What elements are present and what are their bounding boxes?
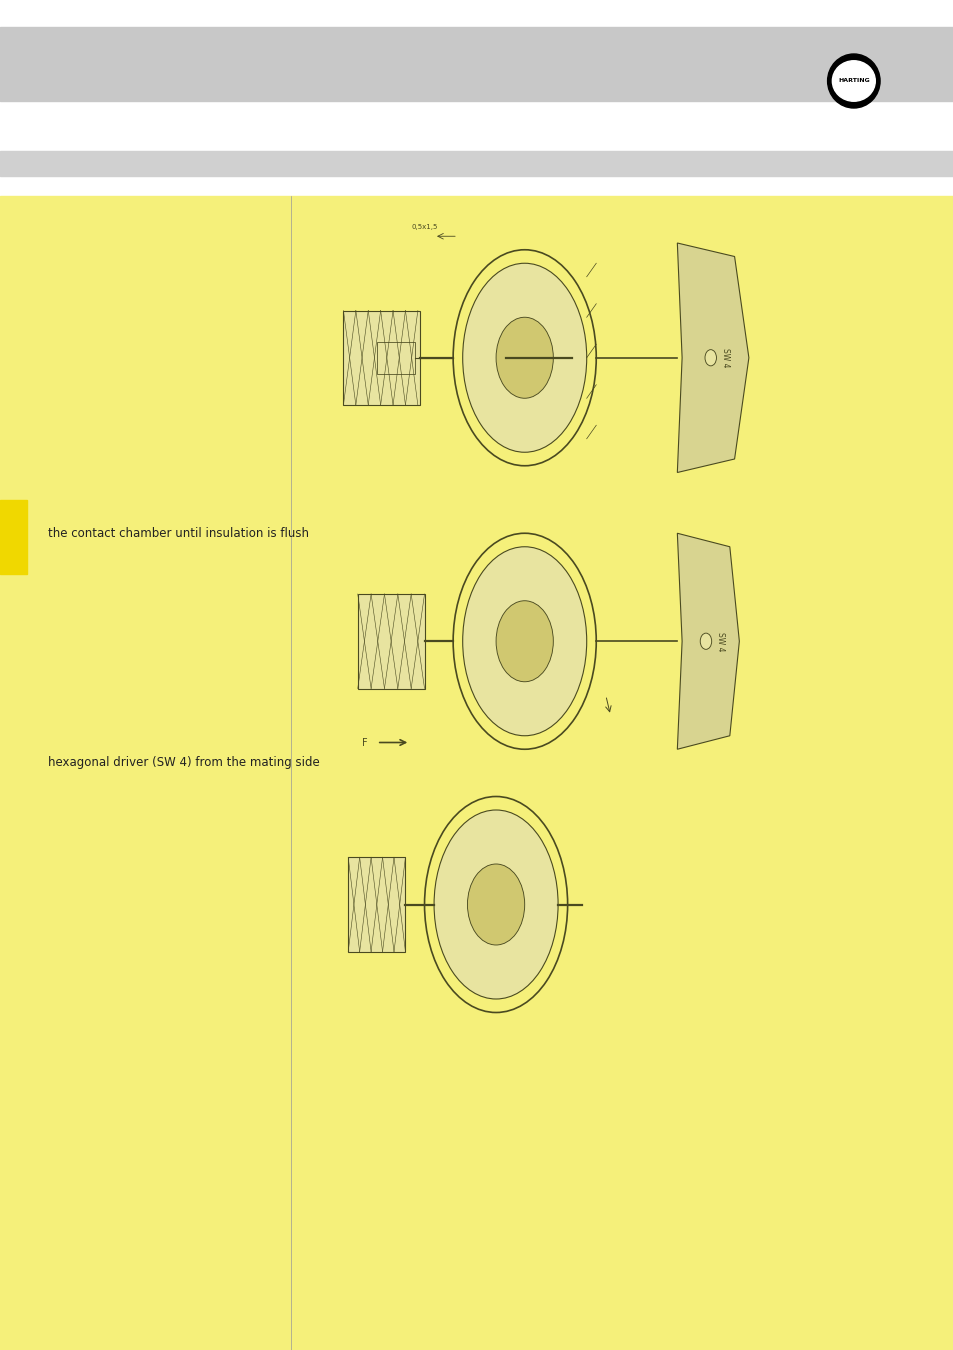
Polygon shape [677,533,739,749]
Bar [343,310,419,405]
Bar [357,594,424,688]
Ellipse shape [496,601,553,682]
Ellipse shape [704,350,716,366]
Text: hexagonal driver (SW 4) from the mating side: hexagonal driver (SW 4) from the mating … [48,756,319,770]
Text: SW 4: SW 4 [720,348,729,367]
Ellipse shape [826,54,879,108]
Ellipse shape [462,263,586,452]
Ellipse shape [700,633,711,649]
Bar [348,857,405,952]
Bar [0,500,27,574]
Text: 0,5x1,5: 0,5x1,5 [411,224,437,230]
Ellipse shape [462,547,586,736]
Ellipse shape [467,864,524,945]
Text: F: F [361,737,367,748]
Text: SW 4: SW 4 [715,632,724,651]
Polygon shape [677,243,748,472]
Bar [0,196,291,1350]
Text: the contact chamber until insulation is flush: the contact chamber until insulation is … [48,526,309,540]
Bar [291,196,953,1350]
Bar [0,151,953,176]
Ellipse shape [496,317,553,398]
Bar [0,27,953,101]
Ellipse shape [434,810,558,999]
Ellipse shape [831,61,875,101]
Bar [376,342,415,374]
Text: HARTING: HARTING [837,78,869,84]
